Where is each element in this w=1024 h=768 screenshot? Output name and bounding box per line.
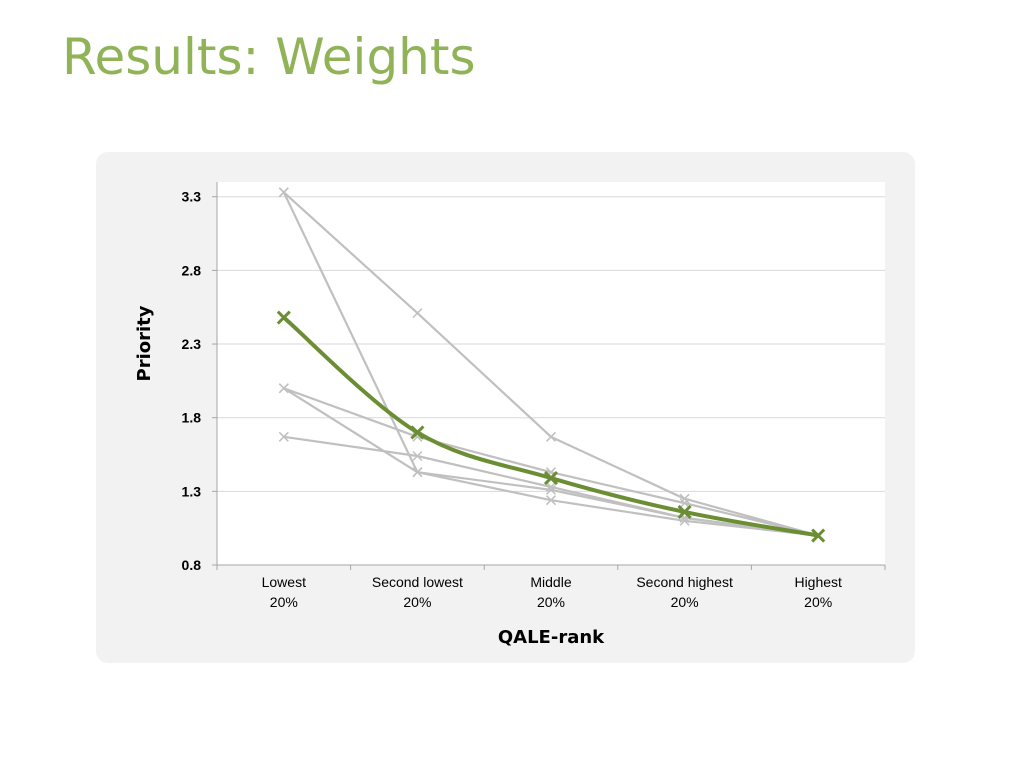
point-marker-average [410, 425, 425, 440]
point-marker-average [543, 471, 559, 486]
y-tick-label: 2.8 [182, 262, 202, 278]
point-marker [545, 495, 557, 506]
point-marker [679, 498, 690, 509]
x-tick-label: Lowest 20% [262, 574, 306, 610]
point-marker-average [677, 504, 692, 520]
x-tick-label: Second lowest 20% [372, 574, 463, 610]
y-tick-label: 1.3 [182, 483, 202, 499]
point-marker [412, 308, 423, 319]
y-tick-label: 1.8 [182, 410, 202, 426]
point-marker-average [276, 310, 291, 325]
plot-area [217, 182, 885, 565]
point-marker [412, 467, 423, 478]
point-marker-average [811, 528, 826, 543]
slide-title: Results: Weights [62, 28, 476, 86]
x-tick-label: Middle 20% [530, 574, 571, 610]
x-tick-label: Highest 20% [794, 574, 842, 610]
point-marker [278, 383, 289, 394]
point-marker [545, 481, 557, 492]
line-chart: 0.8 1.3 1.8 2.3 2.8 3.3 Lowest 20% Second lowest… [134, 182, 886, 648]
chart-panel: 0.8 1.3 1.8 2.3 2.8 3.3 Lowest 20% Second lowest… [96, 152, 915, 663]
y-tick-label: 3.3 [182, 189, 202, 205]
point-marker [412, 450, 423, 462]
point-marker [278, 431, 289, 442]
point-marker [545, 431, 557, 442]
y-axis-title: Priority [134, 305, 155, 381]
x-tick-label: Second highest 20% [636, 574, 733, 610]
y-tick-label: 0.8 [182, 557, 202, 573]
y-tick-label: 2.3 [182, 336, 202, 352]
point-marker [278, 187, 289, 198]
x-axis-title: QALE-rank [498, 627, 605, 648]
